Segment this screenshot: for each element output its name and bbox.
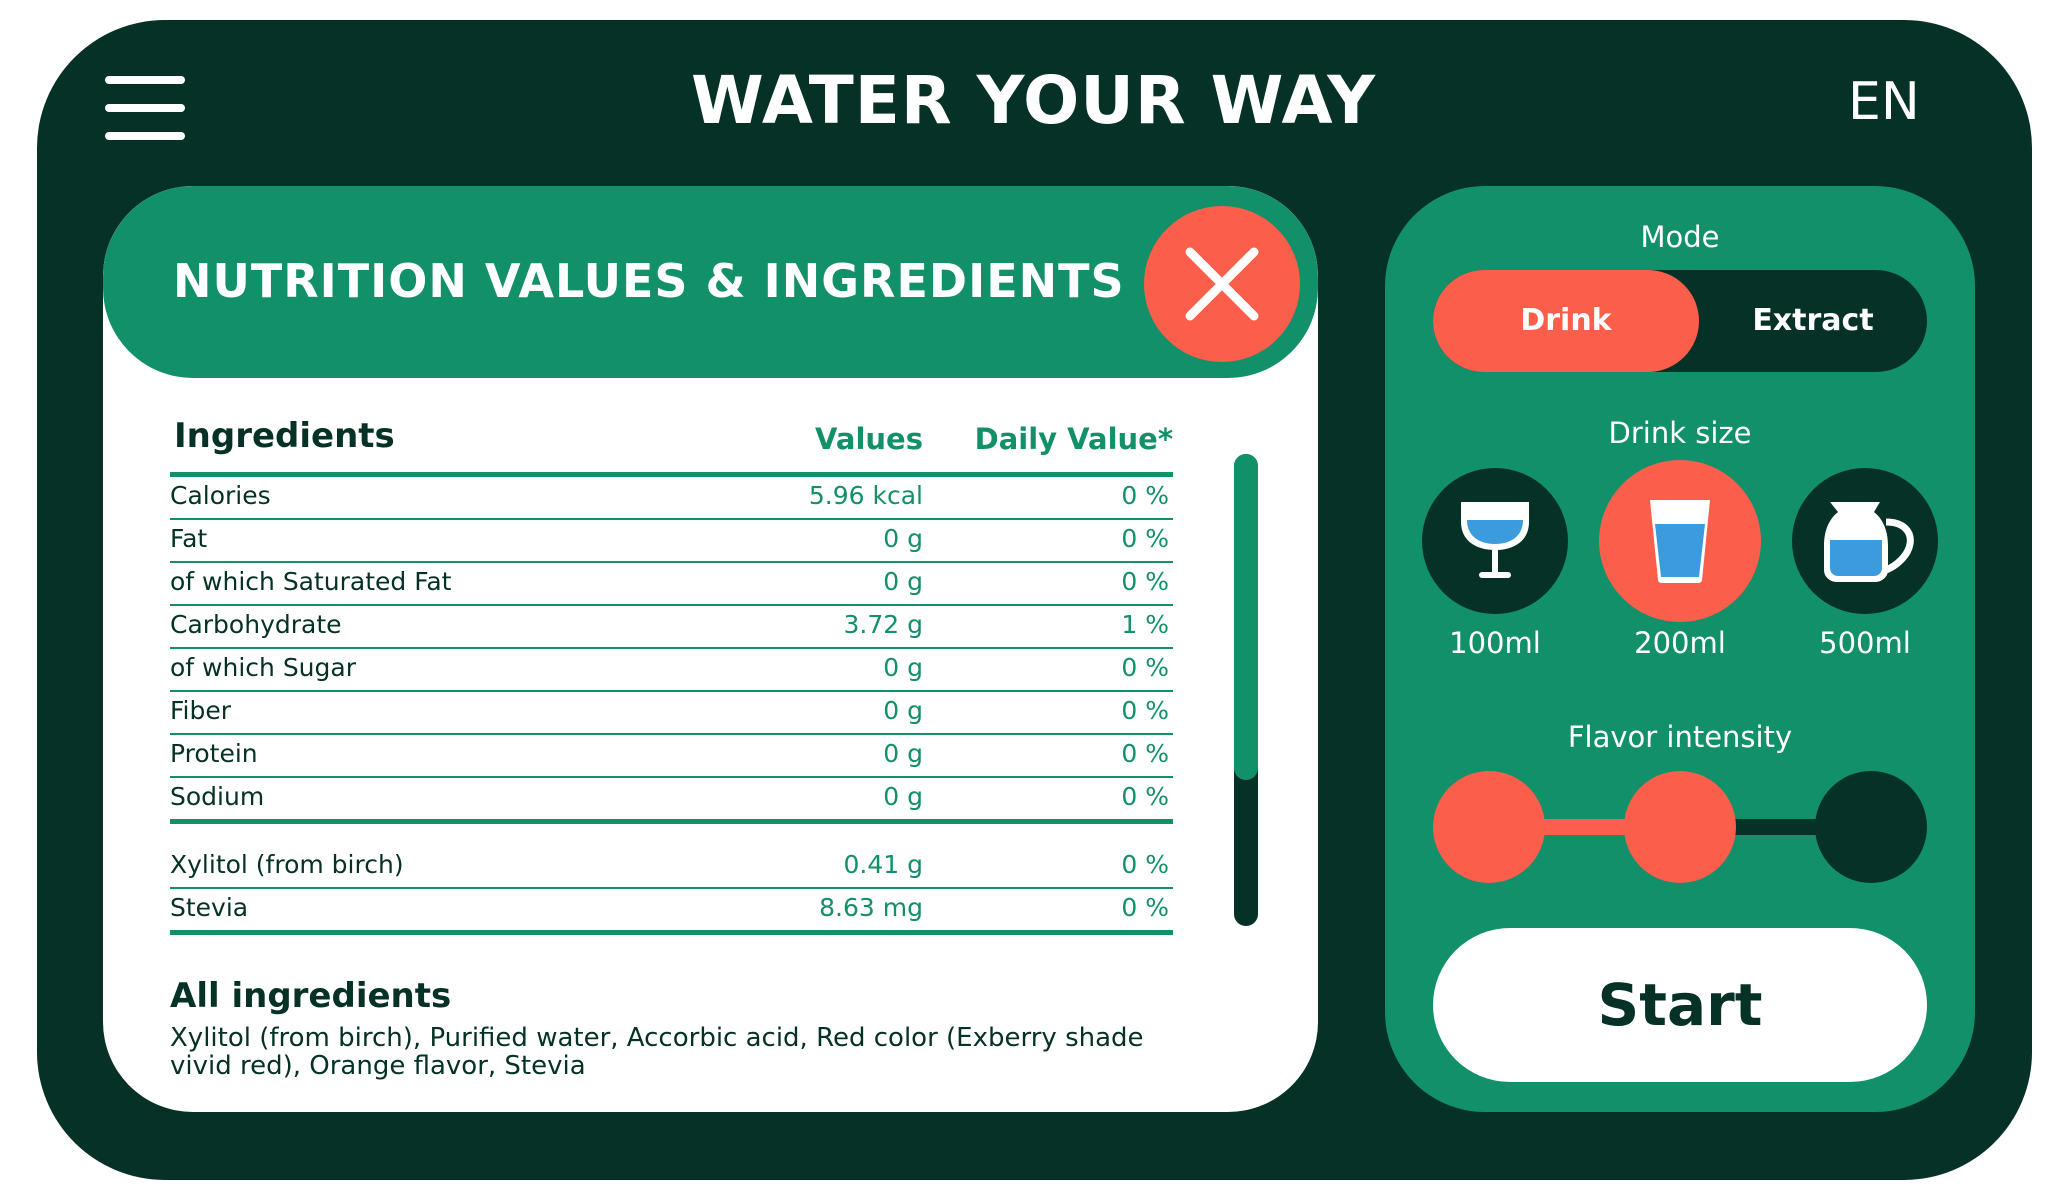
row-name: Fiber [170,696,232,725]
table-row: Fat 0 g 0 % [170,520,1173,563]
row-name: Fat [170,524,208,553]
table-row: Calories 5.96 kcal 0 % [170,477,1173,520]
column-header-values: Values [815,422,923,456]
row-daily-value: 0 % [1121,567,1169,596]
row-daily-value: 0 % [1121,481,1169,510]
close-icon [1185,247,1259,321]
row-value: 0 g [883,653,923,682]
pitcher-icon [1824,502,1914,582]
row-value: 0.41 g [843,850,923,879]
nutrition-card: NUTRITION VALUES & INGREDIENTS Ingredien… [103,186,1318,1112]
app-title: WATER YOUR WAY [690,62,1377,139]
row-name: Carbohydrate [170,610,342,639]
hamburger-menu-icon[interactable] [105,76,185,140]
row-name: Protein [170,739,258,768]
flavor-intensity-label: Flavor intensity [1567,720,1793,754]
table-row: Stevia 8.63 mg 0 % [170,889,1173,930]
size-200ml-button[interactable] [1599,460,1761,622]
table-divider [170,819,1173,824]
row-value: 0 g [883,739,923,768]
nutrition-card-header: NUTRITION VALUES & INGREDIENTS [103,186,1318,378]
row-value: 5.96 kcal [808,481,923,510]
row-name: of which Saturated Fat [170,567,452,596]
table-row: of which Sugar 0 g 0 % [170,649,1173,692]
table-header: Ingredients Values Daily Value* [170,412,1173,472]
row-value: 0 g [883,567,923,596]
scrollbar-thumb[interactable] [1234,454,1258,780]
drink-size-label: Drink size [1608,416,1752,450]
row-value: 0 g [883,782,923,811]
table-row: Fiber 0 g 0 % [170,692,1173,735]
row-daily-value: 0 % [1121,893,1169,922]
all-ingredients-title: All ingredients [170,976,452,1016]
row-value: 0 g [883,524,923,553]
size-500ml-label: 500ml [1819,626,1911,660]
mode-label: Mode [1640,220,1720,254]
water-glass-icon [1650,500,1710,583]
table-row: of which Saturated Fat 0 g 0 % [170,563,1173,606]
flavor-level-1[interactable] [1433,771,1545,883]
table-row: Sodium 0 g 0 % [170,778,1173,819]
flavor-level-3[interactable] [1815,771,1927,883]
close-button[interactable] [1144,206,1300,362]
size-100ml-button[interactable] [1422,468,1568,614]
size-500ml-button[interactable] [1792,468,1938,614]
column-header-ingredients: Ingredients [174,416,395,456]
row-value: 3.72 g [843,610,923,639]
start-button[interactable]: Start [1433,928,1927,1082]
mode-toggle: Drink Extract [1433,270,1927,372]
table-divider [170,930,1173,935]
mode-extract-button[interactable]: Extract [1752,303,1874,338]
mode-drink-button[interactable]: Drink [1433,270,1699,372]
size-100ml-label: 100ml [1449,626,1541,660]
nutrition-title: NUTRITION VALUES & INGREDIENTS [173,254,1125,308]
all-ingredients-text: Xylitol (from birch), Purified water, Ac… [170,1023,1144,1081]
table-row: Xylitol (from birch) 0.41 g 0 % [170,846,1173,889]
size-200ml-label: 200ml [1634,626,1726,660]
control-panel: Mode Drink Extract Drink size 100ml 200m… [1385,186,1975,1112]
table-row: Protein 0 g 0 % [170,735,1173,778]
row-daily-value: 0 % [1121,850,1169,879]
table-row: Carbohydrate 3.72 g 1 % [170,606,1173,649]
row-name: Calories [170,481,271,510]
row-daily-value: 0 % [1121,653,1169,682]
row-name: Stevia [170,893,249,922]
table-divider [170,472,1173,477]
column-header-daily-value: Daily Value* [974,422,1173,456]
row-daily-value: 0 % [1121,696,1169,725]
row-name: of which Sugar [170,653,356,682]
flavor-level-2[interactable] [1624,771,1736,883]
wine-glass-icon [1461,502,1529,578]
row-daily-value: 0 % [1121,782,1169,811]
row-value: 8.63 mg [819,893,923,922]
row-value: 0 g [883,696,923,725]
nutrition-table: Ingredients Values Daily Value* Calories… [170,412,1173,935]
row-daily-value: 1 % [1121,610,1169,639]
row-name: Sodium [170,782,265,811]
language-selector[interactable]: EN [1848,72,1920,132]
row-daily-value: 0 % [1121,739,1169,768]
row-name: Xylitol (from birch) [170,850,404,879]
row-daily-value: 0 % [1121,524,1169,553]
